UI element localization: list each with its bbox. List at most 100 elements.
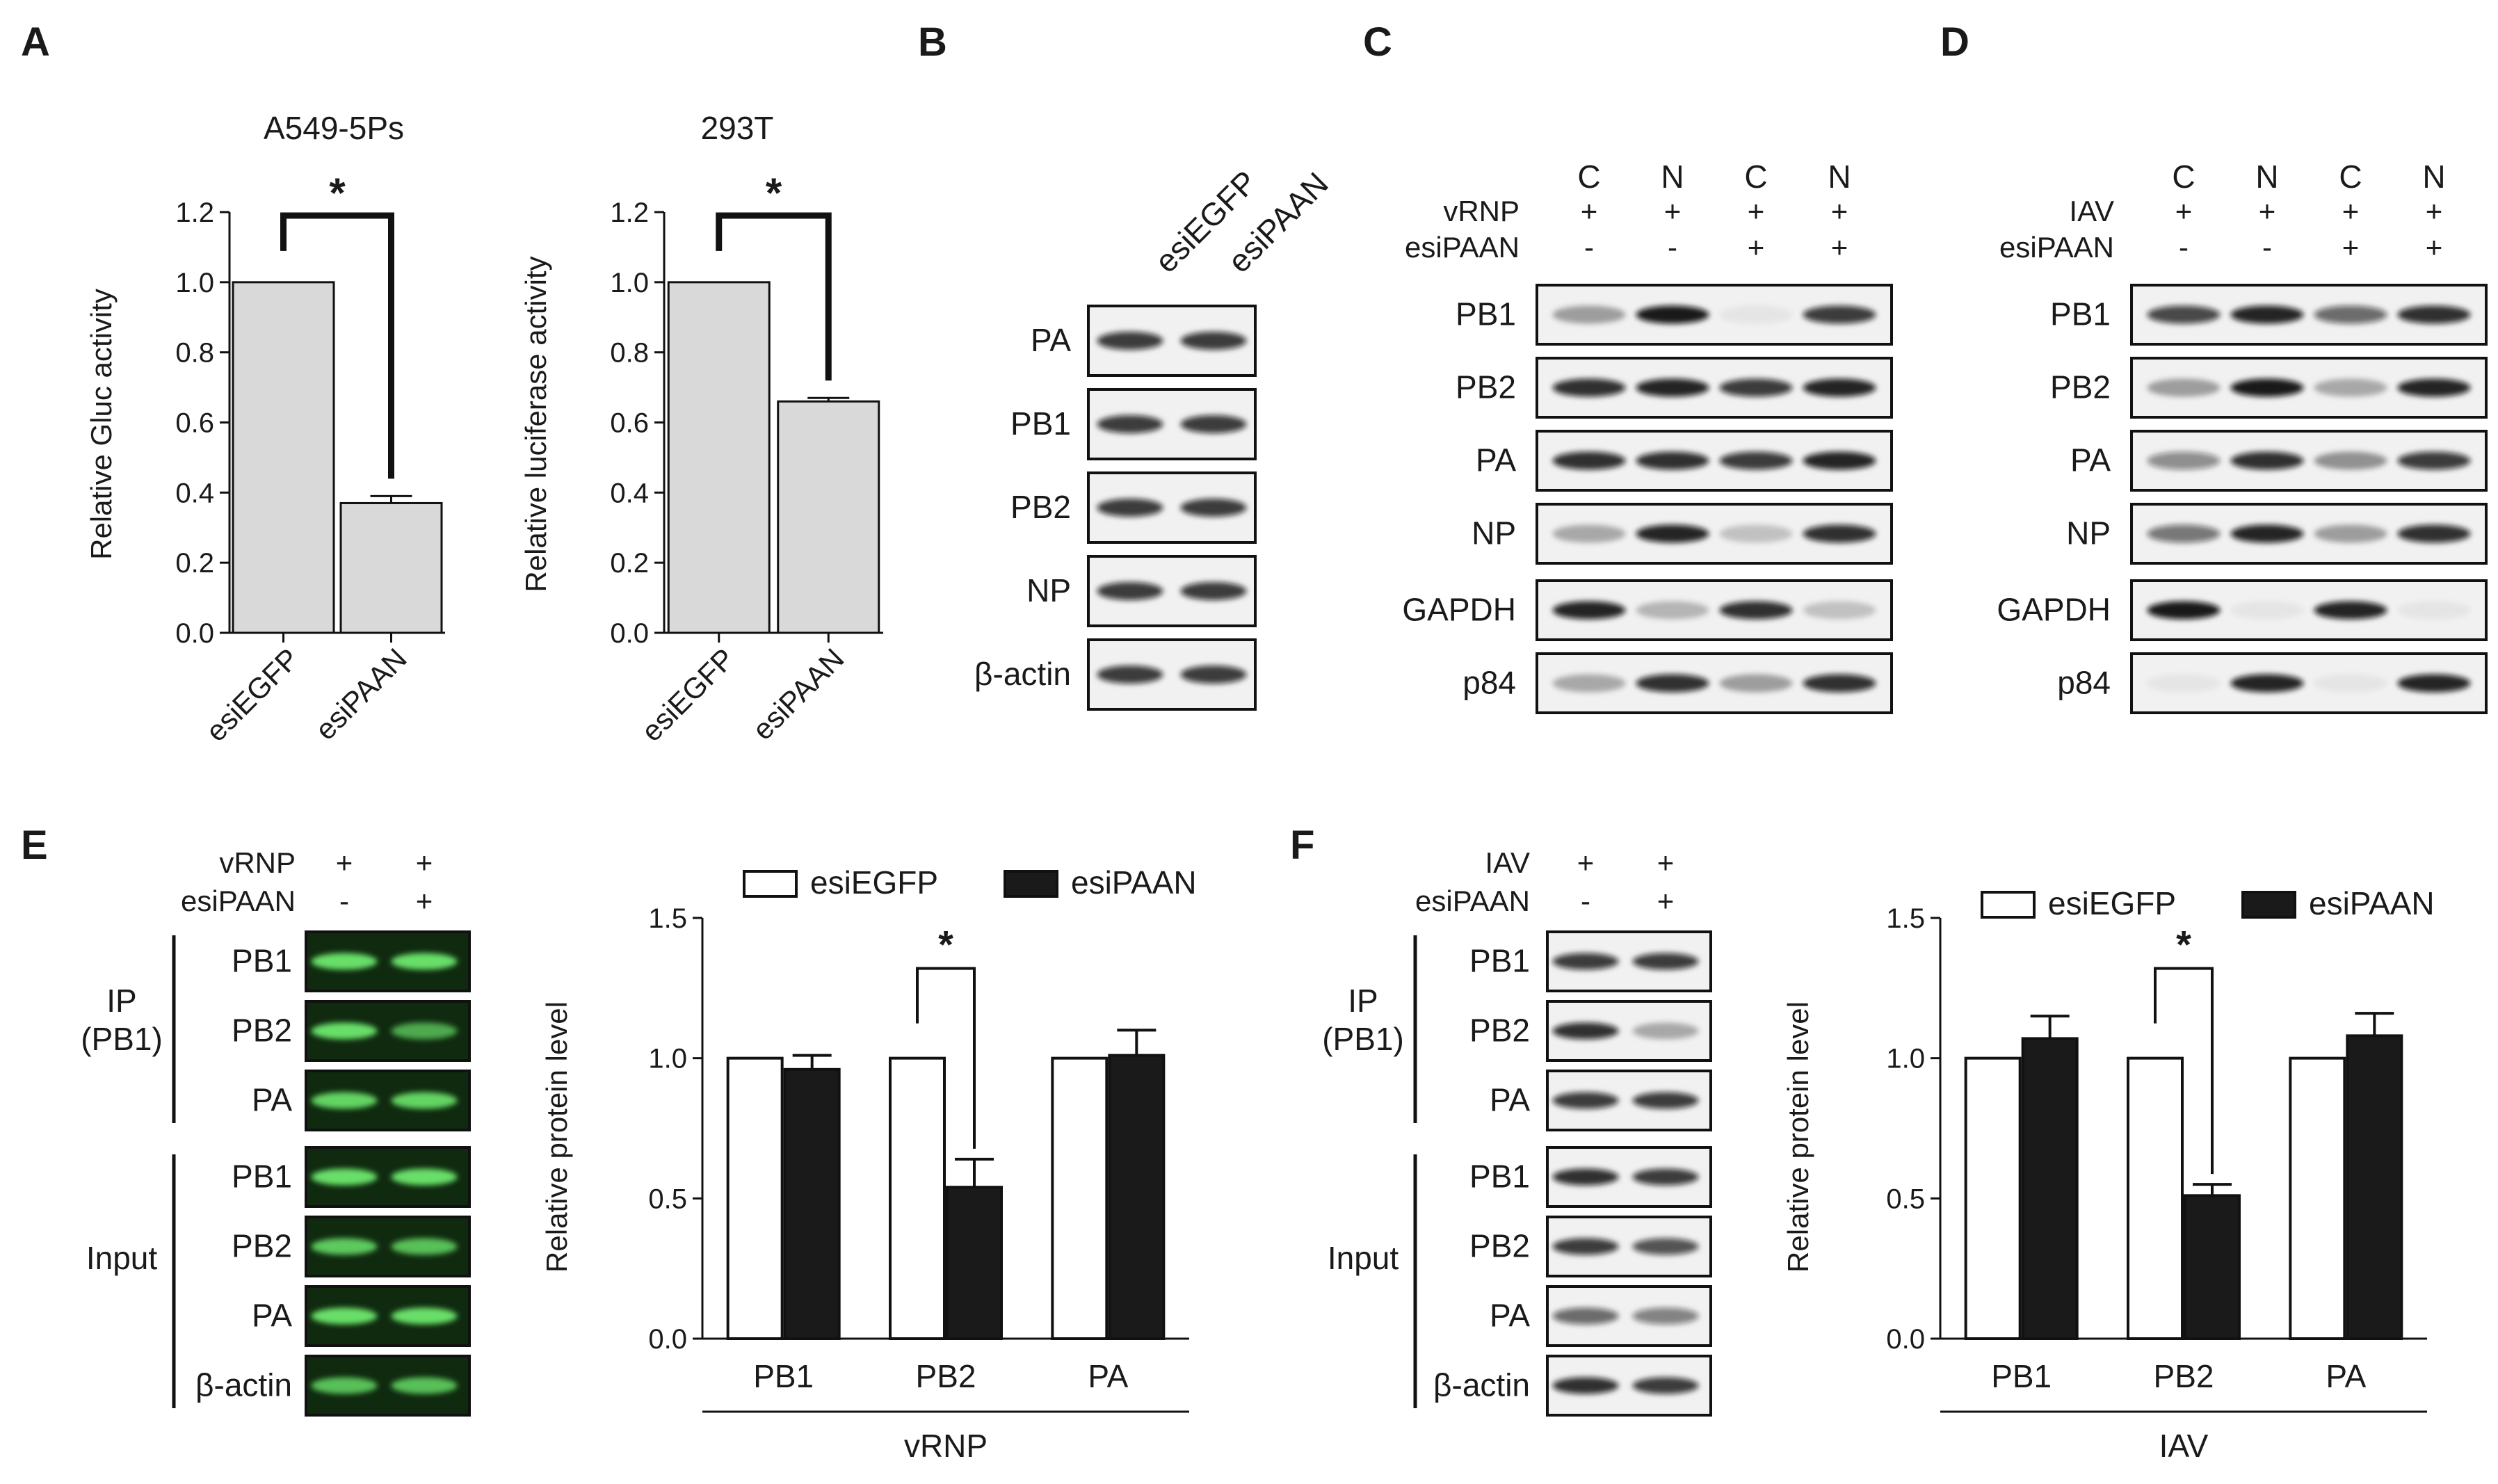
blot-band <box>1803 451 1876 470</box>
legend-label-esipaan: esiPAAN <box>1071 864 1197 901</box>
blot-band <box>311 1238 378 1255</box>
significance-bracket <box>716 212 832 381</box>
lane-label-n: N <box>2255 159 2278 195</box>
blot-row-label-pb2: PB2 <box>232 1013 292 1049</box>
condition-value: - <box>2262 231 2272 264</box>
blot-row-label-pb2: PB2 <box>1010 489 1071 525</box>
blot-band <box>1552 1092 1619 1109</box>
lane-label-c: C <box>2172 159 2195 195</box>
blot-band <box>2397 305 2471 324</box>
lane-label-n: N <box>1828 159 1851 195</box>
blot-band <box>1552 1022 1619 1040</box>
bar-esipaan-pa <box>2346 1034 2403 1341</box>
blot-band <box>1636 451 1709 470</box>
legend-label-esiegfp: esiEGFP <box>2048 885 2176 921</box>
blot-band <box>1552 1168 1619 1186</box>
condition-value: + <box>1664 195 1682 227</box>
condition-value: + <box>2426 195 2443 227</box>
y-tick-label: 0.0 <box>175 618 214 649</box>
x-tick-label: PB1 <box>1991 1358 2052 1394</box>
bar-esiegfp-pb2 <box>2127 1056 2184 1340</box>
blot-row-label-pb2: PB2 <box>2050 369 2111 405</box>
blot-band <box>2397 451 2471 470</box>
condition-value: + <box>1748 195 1765 227</box>
x-tick-label: esiPAAN <box>746 642 851 746</box>
bar-esiegfp <box>232 281 335 634</box>
blot-band <box>2147 524 2221 543</box>
y-tick-label: 0.8 <box>175 338 214 369</box>
panel-letter-a: A <box>21 19 50 65</box>
blot-band <box>1632 1377 1699 1394</box>
condition-label-iav: IAV <box>2069 195 2114 227</box>
blot-band <box>391 1238 458 1255</box>
blot-band <box>1552 305 1626 324</box>
blot-band <box>1719 451 1793 470</box>
condition-value: + <box>416 846 433 879</box>
x-axis-label: IAV <box>2159 1428 2209 1464</box>
legend-swatch-esiegfp <box>1981 891 2036 919</box>
blot-band <box>1552 1307 1619 1325</box>
bar-esipaan-pb1 <box>783 1067 841 1341</box>
y-tick-label: 0.2 <box>610 548 649 579</box>
blot-band <box>1803 378 1876 397</box>
y-tick-label: 0.6 <box>175 408 214 439</box>
blot-band <box>1636 524 1709 543</box>
blot-band <box>2147 601 2221 620</box>
y-tick-label: 1.2 <box>175 197 214 228</box>
condition-value: + <box>1831 231 1848 264</box>
y-axis-label: Relative protein level <box>1782 1001 1814 1273</box>
x-tick-label: PB2 <box>916 1358 976 1394</box>
blot-row-label-actin: β-actin <box>195 1367 292 1403</box>
blot-row-label-np: NP <box>1472 515 1516 551</box>
bar-esiegfp-pa <box>1051 1056 1109 1340</box>
blot-band <box>2314 674 2387 693</box>
y-tick-label: 0.5 <box>1886 1184 1925 1214</box>
lane-label-n: N <box>1661 159 1684 195</box>
blot-row-label-pa: PA <box>1490 1082 1530 1118</box>
x-tick-label: PB1 <box>753 1358 814 1394</box>
blot-band <box>1552 524 1626 543</box>
x-tick-label: PA <box>1088 1358 1128 1394</box>
blot-row-label-pb1: PB1 <box>232 1159 292 1195</box>
blot-band <box>1552 674 1626 693</box>
blot-row-label-pa: PA <box>252 1082 292 1118</box>
blot-band <box>1632 953 1699 970</box>
condition-label-esipaan: esiPAAN <box>1999 231 2114 264</box>
condition-value: + <box>1748 231 1765 264</box>
blot-row-label-pa: PA <box>1490 1298 1530 1334</box>
condition-value: - <box>339 885 349 917</box>
blot-band <box>391 1307 458 1325</box>
blot-band <box>1180 499 1247 517</box>
blot-row-label-pb1: PB1 <box>1010 405 1071 442</box>
blot-row-label-pb2: PB2 <box>1469 1013 1530 1049</box>
y-tick-label: 0.0 <box>610 618 649 649</box>
group-label-input: Input <box>1328 1240 1399 1276</box>
legend-label-esipaan: esiPAAN <box>2309 885 2435 921</box>
blot-band <box>1552 1238 1619 1255</box>
blot-row-label-np: NP <box>1026 572 1071 608</box>
chart-a549-gluc: A549-5Ps 0.0 0.2 0.4 0.6 0.8 1.0 1.2 Relative Gl… <box>85 110 445 748</box>
blot-panel-e: vRNP + + esiPAAN - + PB1 PB2 PA PB1 PB2 PA β-actin IP… <box>81 846 471 1417</box>
blot-band <box>2147 305 2221 324</box>
x-tick-label: PA <box>2326 1358 2366 1394</box>
panel-letter-b: B <box>918 19 947 65</box>
blot-band <box>1632 1238 1699 1255</box>
blot-band <box>1552 451 1626 470</box>
y-tick-label: 1.2 <box>610 197 649 228</box>
blot-band <box>1636 674 1709 693</box>
y-tick-label: 0.4 <box>175 478 214 508</box>
group-label-ip: IP (PB1) <box>1322 983 1404 1057</box>
lane-label-n: N <box>2422 159 2445 195</box>
bar-esiegfp-pa <box>2289 1056 2346 1340</box>
blot-band <box>1803 305 1876 324</box>
condition-value: + <box>1657 885 1675 917</box>
chart-293t-luciferase: 293T 0.0 0.2 0.4 0.6 0.8 1.0 1.2 Relative lucife… <box>519 110 883 748</box>
blot-band <box>1719 601 1793 620</box>
condition-value: + <box>2175 195 2193 227</box>
blot-band <box>1632 1307 1699 1325</box>
blot-row-label-actin: β-actin <box>1433 1367 1530 1403</box>
blot-row-label-pa: PA <box>252 1298 292 1334</box>
condition-value: - <box>1668 231 1677 264</box>
blot-band <box>311 1307 378 1325</box>
